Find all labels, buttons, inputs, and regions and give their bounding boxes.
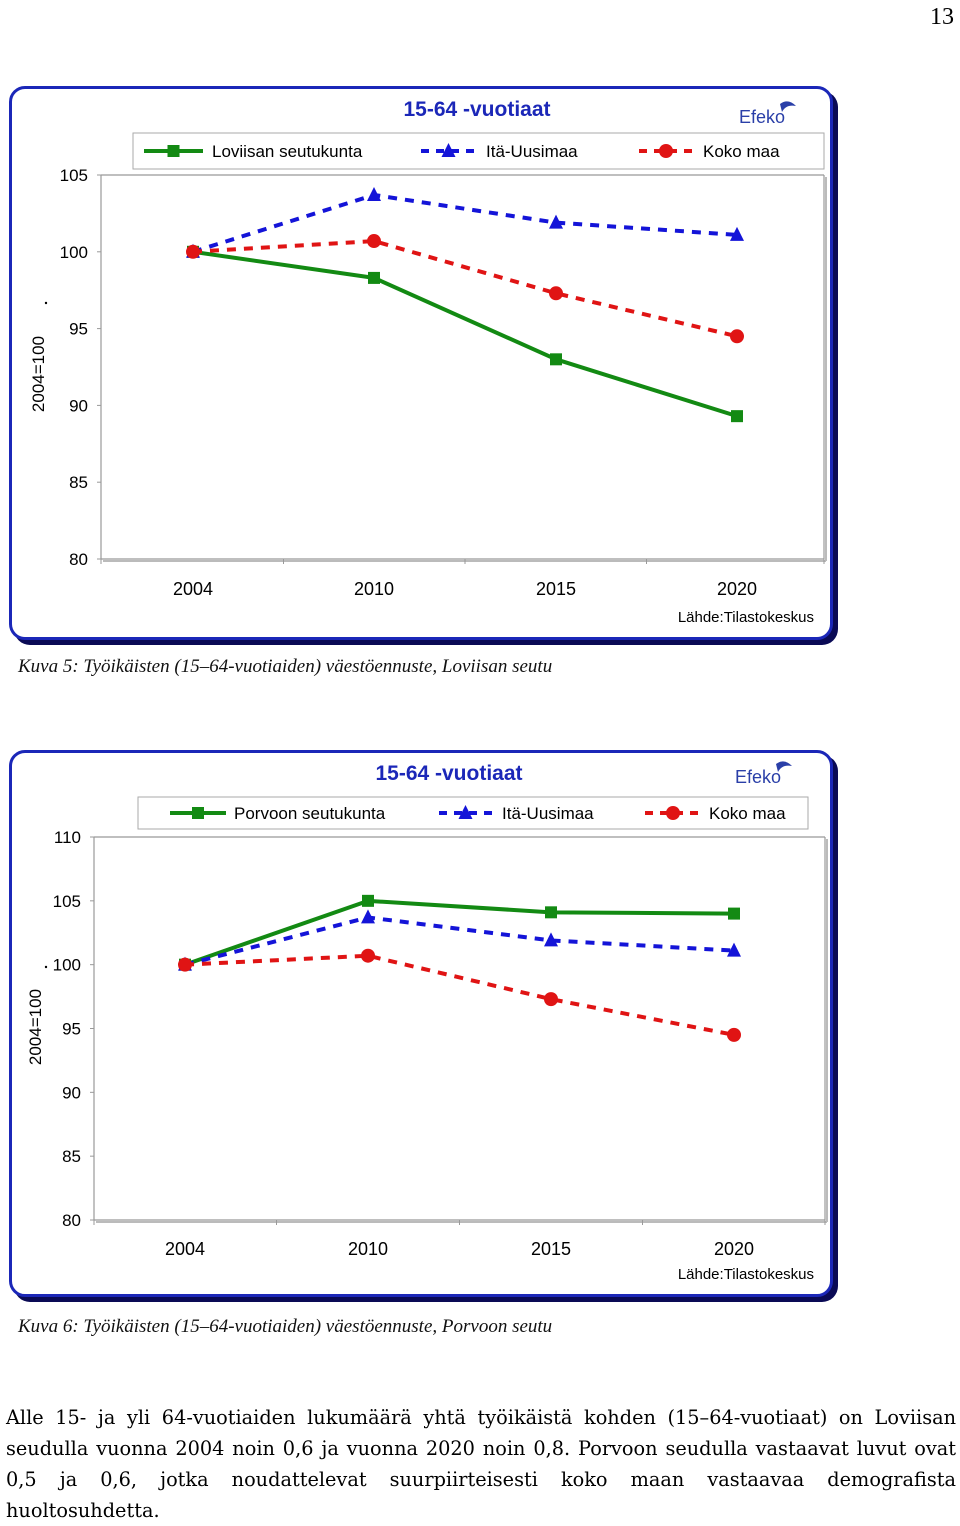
series-line — [184, 898, 735, 967]
stray-dot — [44, 301, 48, 305]
data-point — [544, 992, 558, 1007]
x-tick-label: 2010 — [348, 1239, 388, 1259]
legend-label: Loviisan seutukunta — [212, 142, 363, 161]
series-line — [184, 915, 735, 967]
series-line — [192, 192, 738, 254]
efeko-logo-swoosh — [776, 761, 792, 772]
legend-marker — [192, 807, 204, 819]
y-tick-label: 85 — [69, 473, 88, 492]
x-tick-label: 2015 — [536, 579, 576, 599]
line-chart-loviisa: 80 85 90 95 100 105 2004 2010 2015 2020 2004=100 15… — [29, 98, 827, 626]
data-point — [730, 329, 744, 344]
source-label: Lähde:Tilastokeskus — [678, 1266, 814, 1283]
legend-marker — [666, 806, 680, 820]
body-paragraph: Alle 15- ja yli 64-vuotiaiden lukumäärä … — [6, 1406, 956, 1522]
data-point — [361, 948, 375, 963]
data-point — [368, 271, 380, 284]
page-number: 13 — [930, 4, 954, 30]
chart-panel-porvoo: 80 85 90 95 100 105 110 2004 2010 2015 2020 2004=10… — [9, 750, 833, 1297]
legend-marker — [167, 145, 180, 157]
data-point — [730, 226, 744, 241]
data-point — [186, 244, 200, 259]
data-point — [367, 234, 381, 249]
efeko-logo: Efeko — [739, 101, 796, 127]
data-point — [727, 942, 741, 957]
y-tick-label: 100 — [53, 956, 81, 975]
data-point — [178, 957, 192, 972]
legend-label: Itä-Uusimaa — [486, 142, 578, 161]
data-point — [545, 906, 557, 919]
legend-marker — [659, 144, 673, 158]
series-line — [192, 239, 738, 339]
data-point — [361, 909, 375, 924]
series-line — [192, 249, 738, 419]
x-tick-label: 2004 — [165, 1239, 205, 1259]
y-tick-label: 105 — [53, 892, 81, 911]
y-tick-label: 105 — [60, 166, 88, 185]
chart-panel-loviisa: 80 85 90 95 100 105 2004 2010 2015 2020 2004=100 15… — [9, 86, 833, 640]
efeko-logo-swoosh — [780, 101, 796, 112]
legend-label: Itä-Uusimaa — [502, 804, 594, 823]
y-tick-label: 90 — [62, 1083, 81, 1102]
data-point — [728, 907, 740, 920]
data-point — [550, 353, 562, 366]
efeko-logo: Efeko — [735, 761, 792, 787]
line-chart-porvoo: 80 85 90 95 100 105 110 2004 2010 2015 2020 2004=10… — [26, 761, 828, 1283]
series-line — [184, 953, 735, 1037]
figure-caption-6: Kuva 6: Työikäisten (15–64-vuotiaiden) v… — [18, 1316, 553, 1337]
x-tick-label: 2010 — [354, 579, 394, 599]
efeko-logo-text: Efeko — [735, 767, 781, 787]
data-point — [727, 1027, 741, 1042]
y-axis-label: 2004=100 — [29, 336, 48, 412]
y-tick-label: 95 — [62, 1020, 81, 1039]
source-label: Lähde:Tilastokeskus — [678, 609, 814, 626]
y-axis-label: 2004=100 — [26, 989, 45, 1065]
legend-label: Koko maa — [709, 804, 786, 823]
data-point — [731, 410, 743, 423]
efeko-logo-text: Efeko — [739, 107, 785, 127]
legend-marker — [458, 805, 473, 819]
y-tick-label: 90 — [69, 396, 88, 415]
y-tick-label: 100 — [60, 243, 88, 262]
y-tick-label: 85 — [62, 1147, 81, 1166]
data-point — [362, 894, 374, 907]
y-tick-label: 95 — [69, 320, 88, 339]
x-tick-label: 2020 — [714, 1239, 754, 1259]
legend-label: Koko maa — [703, 142, 780, 161]
legend-marker — [441, 143, 456, 157]
stray-dot — [44, 965, 48, 969]
y-tick-label: 80 — [62, 1211, 81, 1230]
legend-label: Porvoon seutukunta — [234, 804, 386, 823]
data-point — [367, 186, 381, 201]
data-point — [549, 286, 563, 301]
chart-title: 15-64 -vuotiaat — [403, 98, 550, 121]
data-point — [544, 932, 558, 947]
data-point — [549, 214, 563, 229]
x-tick-label: 2020 — [717, 579, 757, 599]
x-tick-label: 2015 — [531, 1239, 571, 1259]
figure-caption-5: Kuva 5: Työikäisten (15–64-vuotiaiden) v… — [18, 656, 553, 677]
y-tick-label: 80 — [69, 550, 88, 569]
legend-box — [132, 132, 825, 170]
y-tick-label: 110 — [54, 828, 81, 847]
x-tick-label: 2004 — [173, 579, 213, 599]
chart-title: 15-64 -vuotiaat — [375, 762, 522, 785]
